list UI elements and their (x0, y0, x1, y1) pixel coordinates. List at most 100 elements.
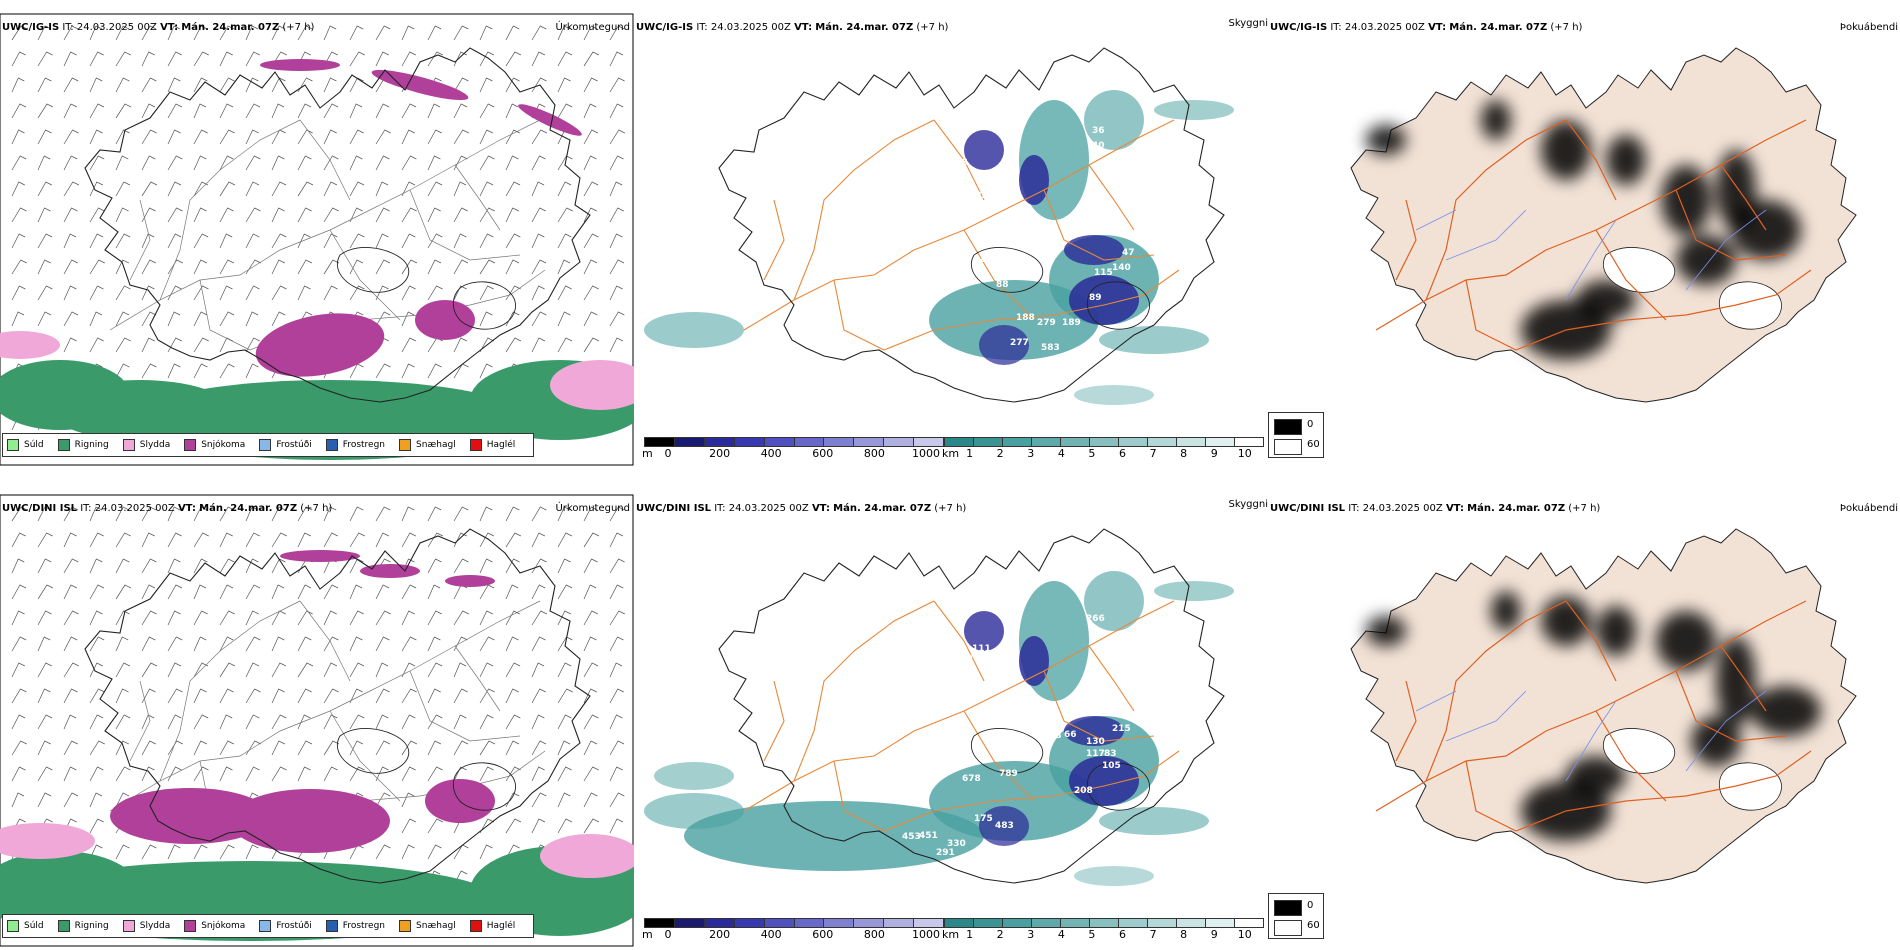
ceiling-label: 88 (974, 255, 987, 265)
legend-swatch (122, 439, 135, 451)
colorbar-cell (764, 438, 795, 446)
colorbar-tick: 0 (664, 928, 672, 941)
colorbar-ticks: km 1 2 3 4 5 6 7 8 9 10 (942, 447, 1264, 461)
colorbar-tick: 200 (709, 447, 731, 460)
colorbar-cell (794, 919, 825, 927)
colorbar-cell (945, 438, 974, 446)
colorbar-ticks: m 0 200 400 600 800 1000 (642, 447, 944, 461)
colorbar-cell (824, 438, 855, 446)
visibility-map-top: 148 42 182 42 88 272 88 89 115 189 188 279 277 583 270… (644, 47, 1234, 405)
ceiling-label: 451 (919, 831, 938, 841)
colorbar-tick: 400 (760, 928, 782, 941)
colorbar-cell (794, 438, 825, 446)
panel-title-top-vis: UWC/IG-IS IT: 24.03.2025 00Z VT: Mán. 24… (636, 22, 949, 33)
precip-legend-item: Haglél (469, 439, 515, 451)
panel-title-bottom-vis: UWC/DINI ISL IT: 24.03.2025 00Z VT: Mán.… (636, 503, 967, 514)
fog-label-top: Þokuábendi (1839, 22, 1898, 33)
visibility-label-top: Skyggni (1228, 18, 1268, 29)
colorbar-tick: 3 (1027, 928, 1035, 941)
legend-label: Súld (24, 921, 44, 931)
fog-panel-bottom: UWC/DINI ISL IT: 24.03.2025 00Z VT: Mán.… (1268, 481, 1900, 947)
ceiling-label: 279 (1037, 318, 1056, 328)
colorbar-ticks: km 1 2 3 4 5 6 7 8 9 10 (942, 928, 1264, 942)
fog-legend-swatch (1274, 920, 1302, 936)
ceiling-label: 483 (995, 821, 1014, 831)
colorbar-tick: 3 (1027, 447, 1035, 460)
legend-swatch (57, 920, 70, 932)
ceiling-label: 40 (1092, 141, 1105, 151)
legend-swatch (325, 439, 338, 451)
legend-swatch (259, 439, 272, 451)
fog-legend-value: 60 (1307, 920, 1320, 931)
ceiling-label: 36 (1092, 126, 1105, 136)
ceiling-label: 192 (988, 666, 1007, 676)
colorbar-tick: 800 (863, 447, 885, 460)
fog-legend-top: 0 60 (1268, 412, 1324, 458)
colorbar-tick: 1 (966, 447, 974, 460)
precip-legend-item: Frostúði (259, 439, 312, 451)
legend-swatch (399, 920, 412, 932)
ceiling-label: 319 (936, 356, 955, 366)
ceiling-label: 208 (1074, 786, 1093, 796)
coastline (718, 528, 1225, 884)
colorbar-cell (1235, 438, 1263, 446)
fog-map-bottom (1350, 528, 1857, 884)
colorbar-cell (1148, 438, 1177, 446)
colorbar-tick: 6 (1118, 928, 1126, 941)
ceiling-label: 83 (1104, 749, 1117, 759)
legend-label: Frostúði (276, 440, 312, 450)
colorbar-unit: m (642, 928, 653, 941)
colorbar-tick: 7 (1149, 928, 1157, 941)
colorbar-cell (824, 919, 855, 927)
colorbar-cell (884, 438, 915, 446)
precip-legend-item: Súld (7, 439, 44, 451)
precip-type-label-bottom: Úrkomutegund (555, 503, 630, 514)
colorbar-unit: km (942, 447, 960, 460)
ceiling-label: 678 (962, 774, 981, 784)
ceiling-label: 42 (997, 233, 1010, 243)
colorbar-tick: 200 (709, 928, 731, 941)
colorbar-tick: 800 (863, 928, 885, 941)
colorbar-tick: 600 (812, 928, 834, 941)
ceiling-label: 453 (902, 832, 921, 842)
legend-label: Slydda (139, 440, 171, 450)
colorbar-cell (945, 919, 974, 927)
height-colorbar-bottom: m 0 200 400 600 800 1000 (642, 918, 944, 942)
precip-legend-item: Snæhagl (399, 439, 456, 451)
legend-swatch (122, 920, 135, 932)
legend-swatch (325, 920, 338, 932)
colorbar-cell (704, 919, 735, 927)
legend-swatch (184, 920, 197, 932)
visibility-colorbar-bottom: km 1 2 3 4 5 6 7 8 9 10 (942, 918, 1264, 942)
ceiling-label: 291 (936, 848, 955, 858)
legend-label: Haglél (486, 921, 516, 931)
precip-legend-item: Rigning (57, 920, 109, 932)
colorbar-tick: 9 (1210, 928, 1218, 941)
ceiling-label: 115 (1094, 268, 1113, 278)
fog-label-bottom: Þokuábendi (1839, 503, 1898, 514)
colorbar-tick: 4 (1057, 447, 1065, 460)
precip-type-map-bottom (0, 494, 634, 947)
precip-legend-item: Snæhagl (399, 920, 456, 932)
legend-label: Rigning (74, 921, 109, 931)
colorbar-tick: 8 (1180, 447, 1188, 460)
legend-swatch (184, 439, 197, 451)
colorbar-tick: 5 (1088, 447, 1096, 460)
precip-type-map-top (0, 13, 634, 466)
ceiling-label: 130 (1086, 737, 1105, 747)
visibility-label-bottom: Skyggni (1228, 499, 1268, 510)
colorbar-cell (914, 919, 944, 927)
ceiling-label: 175 (974, 814, 993, 824)
legend-swatch (469, 920, 482, 932)
precip-legend-item: Súld (7, 920, 44, 932)
legend-label: Snæhagl (416, 440, 456, 450)
legend-swatch (7, 920, 19, 932)
ceiling-label: 272 (1007, 261, 1026, 271)
colorbar-ticks: m 0 200 400 600 800 1000 (642, 928, 944, 942)
panel-title-top-precip: UWC/IG-IS IT: 24.03.2025 00Z VT: Mán. 24… (2, 22, 315, 33)
precip-legend-top: Súld Rigning Slydda Snjókoma Frostúði Frostre… (2, 433, 535, 457)
colorbar-cell (914, 438, 944, 446)
legend-label: Snjókoma (201, 921, 246, 931)
precip-legend-item: Slydda (122, 920, 170, 932)
ceiling-label: 215 (1112, 724, 1131, 734)
